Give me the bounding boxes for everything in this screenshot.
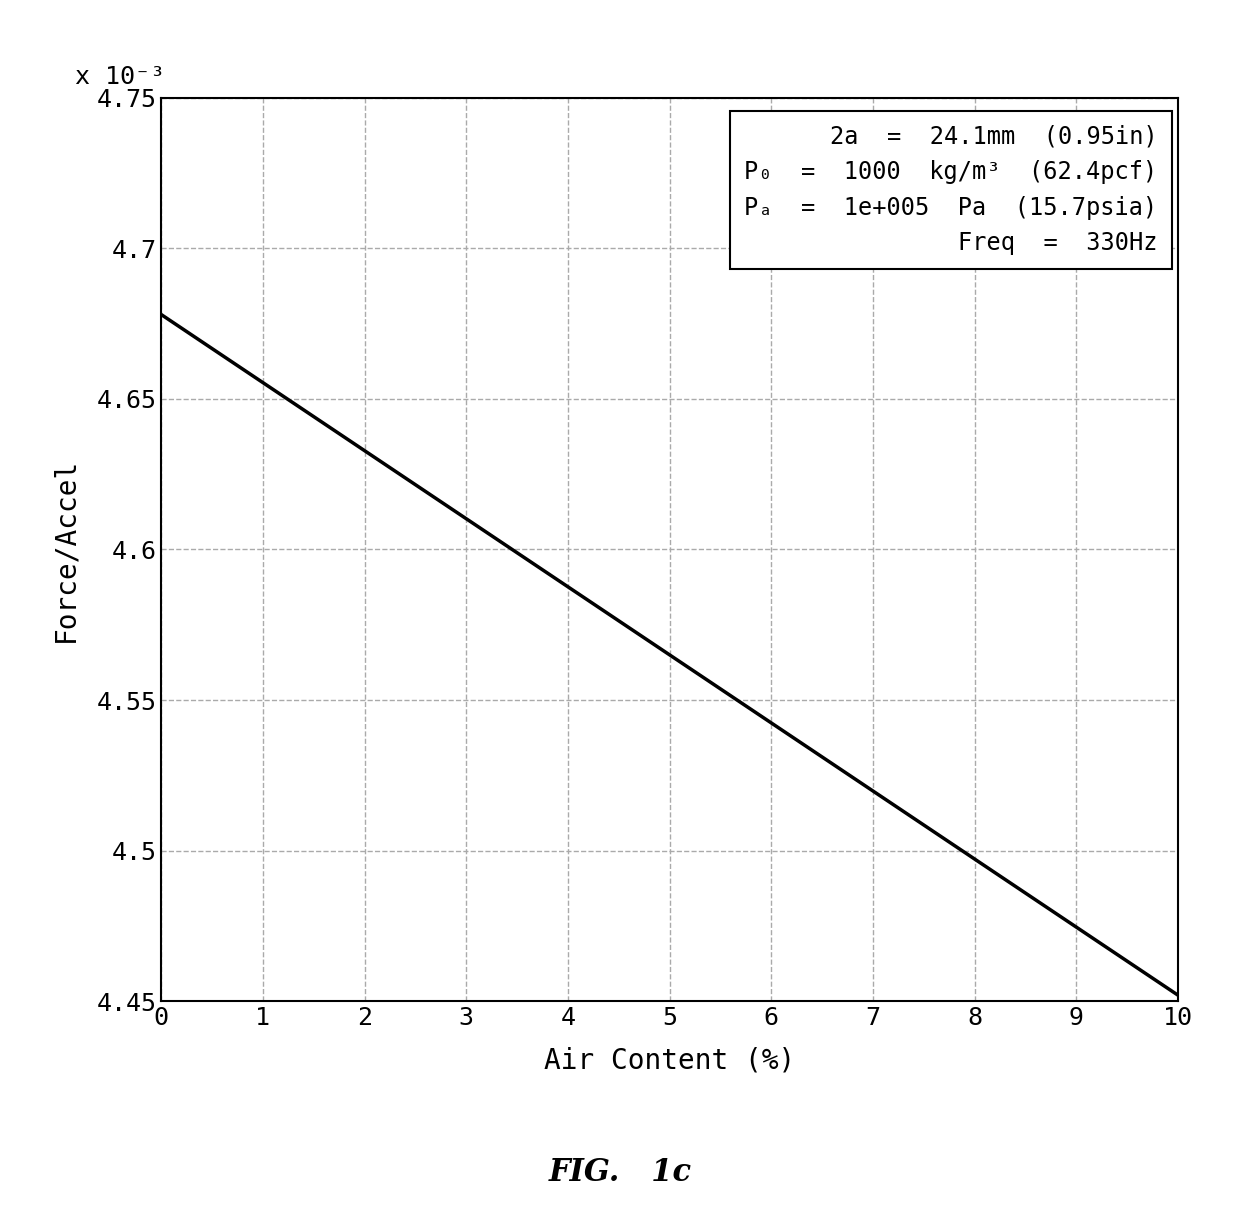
Text: 2a  =  24.1mm  (0.95in)
P₀  =  1000  kg/m³  (62.4pcf)
Pₐ  =  1e+005  Pa  (15.7ps: 2a = 24.1mm (0.95in) P₀ = 1000 kg/m³ (62… [744,125,1158,255]
X-axis label: Air Content (%): Air Content (%) [544,1046,795,1074]
Text: x 10⁻³: x 10⁻³ [74,65,165,89]
Text: FIG.   1c: FIG. 1c [548,1156,692,1188]
Y-axis label: Force/Accel: Force/Accel [52,458,79,641]
